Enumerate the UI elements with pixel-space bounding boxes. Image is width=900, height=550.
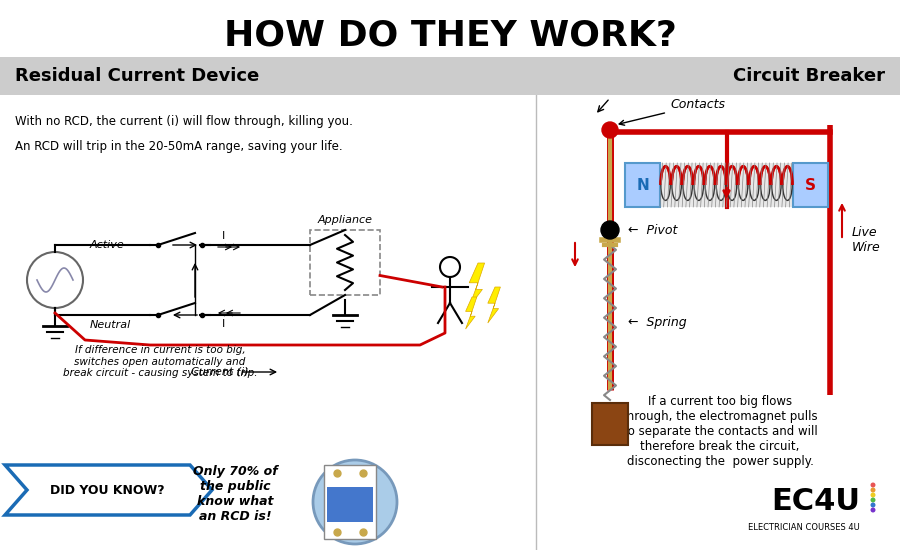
Circle shape — [870, 492, 876, 498]
Polygon shape — [469, 263, 484, 307]
Text: HOW DO THEY WORK?: HOW DO THEY WORK? — [223, 18, 677, 52]
FancyBboxPatch shape — [625, 163, 660, 207]
Polygon shape — [488, 287, 500, 323]
Text: If a current too big flows
through, the electromagnet pulls
to separate the cont: If a current too big flows through, the … — [622, 395, 818, 468]
Circle shape — [870, 487, 876, 492]
FancyBboxPatch shape — [310, 230, 380, 295]
Text: S: S — [805, 178, 816, 192]
Polygon shape — [5, 465, 212, 515]
Circle shape — [870, 508, 876, 513]
FancyBboxPatch shape — [0, 57, 900, 95]
Text: EC4U: EC4U — [771, 487, 860, 516]
FancyBboxPatch shape — [660, 163, 793, 207]
FancyBboxPatch shape — [793, 163, 828, 207]
Text: If difference in current is too big,
switches open automatically and
break circu: If difference in current is too big, swi… — [63, 345, 257, 378]
Text: ←  Spring: ← Spring — [628, 316, 687, 329]
Text: ELECTRICIAN COURSES 4U: ELECTRICIAN COURSES 4U — [748, 524, 860, 532]
Polygon shape — [0, 57, 300, 95]
Text: Active: Active — [90, 240, 125, 250]
Text: Only 70% of
the public
know what
an RCD is!: Only 70% of the public know what an RCD … — [193, 465, 277, 523]
Text: DID YOU KNOW?: DID YOU KNOW? — [50, 483, 165, 497]
Circle shape — [602, 122, 618, 138]
FancyBboxPatch shape — [592, 403, 628, 445]
Circle shape — [870, 503, 876, 508]
FancyBboxPatch shape — [327, 487, 373, 522]
Text: I: I — [222, 231, 225, 241]
Text: An RCD will trip in the 20-50mA range, saving your life.: An RCD will trip in the 20-50mA range, s… — [15, 140, 343, 153]
Text: Contacts: Contacts — [619, 98, 725, 125]
Text: ←  Pivot: ← Pivot — [628, 223, 678, 236]
Text: With no RCD, the current (i) will flow through, killing you.: With no RCD, the current (i) will flow t… — [15, 115, 353, 128]
Text: Residual Current Device: Residual Current Device — [15, 67, 259, 85]
Text: I: I — [222, 319, 225, 329]
Text: N: N — [636, 178, 649, 192]
Circle shape — [870, 498, 876, 503]
Polygon shape — [600, 57, 900, 95]
Circle shape — [313, 460, 397, 544]
Polygon shape — [465, 297, 477, 329]
Circle shape — [870, 482, 876, 487]
Text: Live
Wire: Live Wire — [852, 226, 881, 254]
Text: Circuit Breaker: Circuit Breaker — [733, 67, 885, 85]
Text: Appliance: Appliance — [318, 215, 373, 225]
FancyBboxPatch shape — [324, 465, 376, 539]
Text: Current (i): Current (i) — [191, 367, 248, 377]
Text: Neutral: Neutral — [90, 320, 131, 330]
Circle shape — [601, 221, 619, 239]
